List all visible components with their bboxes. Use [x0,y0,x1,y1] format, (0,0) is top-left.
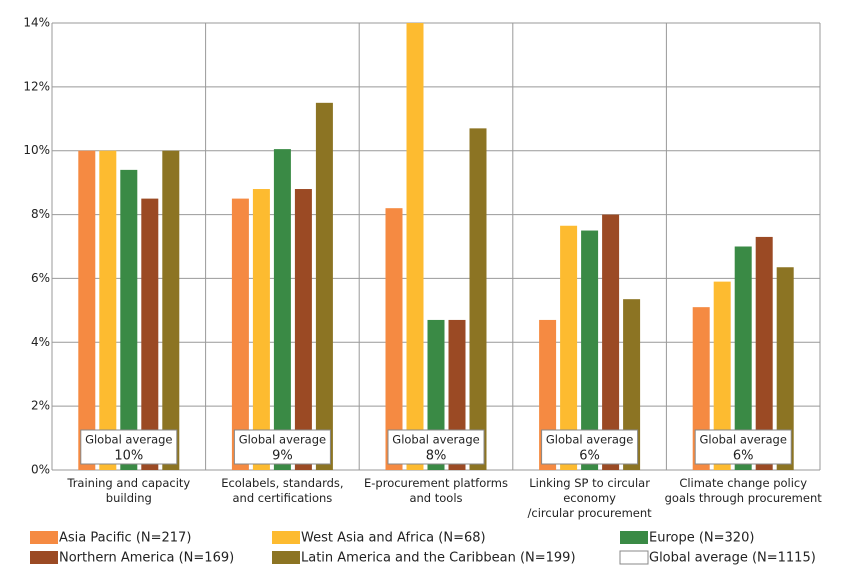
global-average-marker [694,429,792,465]
legend-label: Latin America and the Caribbean (N=199) [301,551,576,566]
bar [623,299,641,470]
legend-label: West Asia and Africa (N=68) [301,531,486,546]
x-tick-label: Climate change policy goals through proc… [664,476,822,505]
legend-swatch [272,551,300,564]
y-tick-label: 4% [31,335,50,349]
x-tick-label: Ecolabels, standards, and certifications [221,476,344,505]
bar [273,149,291,470]
bar [78,150,96,470]
global-average-marker [80,429,178,465]
legend-swatch [620,531,648,544]
x-tick-label: Linking SP to circular economy /circular… [527,476,652,520]
legend-label: Northern America (N=169) [59,551,234,566]
legend-label: Global average (N=1115) [649,551,816,566]
global-average-marker [233,429,331,465]
bar [120,169,138,470]
bar [560,225,578,470]
global-average-box: Global average 8% [387,429,485,465]
global-average-marker [387,429,485,465]
legend-swatch [619,550,649,565]
y-tick-label: 12% [23,79,50,93]
y-tick-label: 6% [31,271,50,285]
bar [776,267,794,470]
bar [469,128,487,470]
bar [315,102,333,471]
global-average-title: Global average [546,433,633,447]
global-average-box: Global average 6% [541,429,639,465]
legend-label: Europe (N=320) [649,531,754,546]
bar [581,230,599,470]
legend-swatch [30,531,58,544]
global-average-box: Global average 6% [694,429,792,465]
global-average-box: Global average 10% [80,429,178,465]
global-average-value: 9% [272,449,293,464]
global-average-title: Global average [392,433,479,447]
legend-swatch [30,551,58,564]
global-average-value: 6% [579,449,600,464]
bar [141,198,159,470]
y-tick-label: 14% [23,16,50,30]
bar [294,189,312,470]
global-average-value: 6% [733,449,754,464]
x-tick-label: Training and capacity building [67,476,191,505]
bar [99,150,117,470]
global-average-marker [541,429,639,465]
y-tick-label: 10% [23,143,50,157]
bar [162,150,180,470]
bar [755,236,773,470]
global-average-box: Global average 9% [233,429,331,465]
legend-label: Asia Pacific (N=217) [59,531,191,546]
y-tick-label: 0% [31,463,50,477]
global-average-title: Global average [239,433,326,447]
bar [406,23,424,470]
global-average-value: 8% [426,449,447,464]
bar [602,214,620,470]
y-tick-label: 2% [31,399,50,413]
x-tick-label: E-procurement platforms and tools [364,476,508,505]
y-tick-label: 8% [31,207,50,221]
global-average-title: Global average [699,433,786,447]
bar [692,307,710,470]
global-average-title: Global average [85,433,172,447]
global-average-value: 10% [114,449,143,464]
legend-swatch [272,531,300,544]
bar [713,281,731,470]
bar [734,246,752,470]
bar [252,189,270,470]
bar [231,198,249,470]
bar [385,208,403,470]
